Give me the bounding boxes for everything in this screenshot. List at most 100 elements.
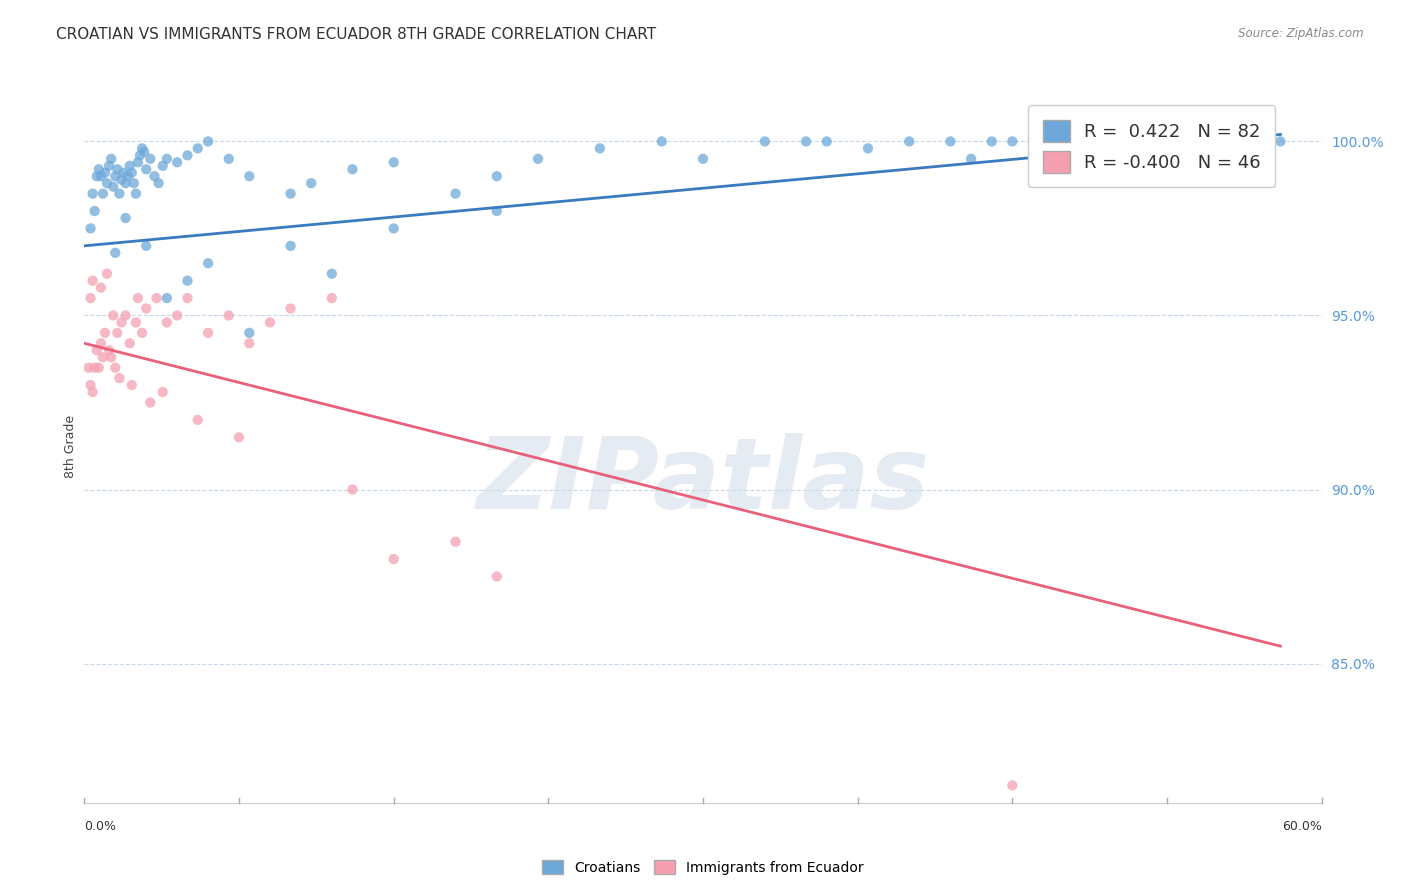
Point bbox=[114, 309, 136, 323]
Point bbox=[143, 169, 166, 184]
Point bbox=[1270, 135, 1292, 149]
Point bbox=[110, 315, 132, 329]
Point bbox=[118, 336, 141, 351]
Point bbox=[145, 291, 167, 305]
Point bbox=[321, 267, 343, 281]
Point bbox=[166, 155, 188, 169]
Point bbox=[342, 162, 364, 177]
Point bbox=[87, 162, 110, 177]
Point bbox=[77, 360, 100, 375]
Text: CROATIAN VS IMMIGRANTS FROM ECUADOR 8TH GRADE CORRELATION CHART: CROATIAN VS IMMIGRANTS FROM ECUADOR 8TH … bbox=[56, 27, 657, 42]
Point bbox=[197, 256, 219, 270]
Point bbox=[104, 245, 127, 260]
Point bbox=[238, 326, 260, 340]
Point bbox=[1063, 135, 1085, 149]
Point bbox=[86, 169, 108, 184]
Point bbox=[125, 315, 148, 329]
Point bbox=[444, 186, 467, 201]
Point bbox=[1084, 135, 1107, 149]
Point bbox=[382, 155, 405, 169]
Point bbox=[187, 413, 209, 427]
Text: 60.0%: 60.0% bbox=[1282, 821, 1322, 833]
Point bbox=[83, 360, 105, 375]
Point bbox=[135, 162, 157, 177]
Point bbox=[176, 148, 198, 162]
Point bbox=[280, 301, 302, 316]
Point bbox=[1146, 152, 1168, 166]
Point bbox=[1001, 778, 1024, 792]
Point bbox=[108, 186, 131, 201]
Point bbox=[485, 204, 508, 219]
Point bbox=[104, 169, 127, 184]
Point bbox=[382, 552, 405, 566]
Point bbox=[444, 534, 467, 549]
Point bbox=[485, 169, 508, 184]
Point bbox=[112, 166, 135, 180]
Point bbox=[382, 221, 405, 235]
Point bbox=[152, 159, 174, 173]
Point bbox=[148, 176, 170, 190]
Point bbox=[589, 141, 612, 155]
Point bbox=[960, 152, 983, 166]
Point bbox=[939, 135, 962, 149]
Point bbox=[1001, 135, 1024, 149]
Point bbox=[342, 483, 364, 497]
Point bbox=[131, 326, 153, 340]
Point bbox=[94, 326, 117, 340]
Point bbox=[692, 152, 714, 166]
Point bbox=[79, 221, 101, 235]
Point bbox=[117, 169, 139, 184]
Point bbox=[129, 148, 152, 162]
Point bbox=[166, 309, 188, 323]
Text: Source: ZipAtlas.com: Source: ZipAtlas.com bbox=[1239, 27, 1364, 40]
Point bbox=[1104, 135, 1126, 149]
Point bbox=[156, 291, 179, 305]
Point bbox=[187, 141, 209, 155]
Point bbox=[91, 350, 114, 364]
Y-axis label: 8th Grade: 8th Grade bbox=[65, 415, 77, 477]
Point bbox=[1022, 135, 1045, 149]
Point bbox=[1208, 135, 1230, 149]
Point bbox=[91, 186, 114, 201]
Point bbox=[152, 385, 174, 400]
Point bbox=[856, 141, 879, 155]
Point bbox=[118, 159, 141, 173]
Point bbox=[82, 385, 104, 400]
Point bbox=[79, 378, 101, 392]
Point bbox=[127, 291, 149, 305]
Point bbox=[280, 239, 302, 253]
Point bbox=[321, 291, 343, 305]
Point bbox=[114, 211, 136, 225]
Point bbox=[259, 315, 281, 329]
Point bbox=[86, 343, 108, 358]
Point bbox=[82, 274, 104, 288]
Point bbox=[485, 569, 508, 583]
Point bbox=[90, 280, 112, 294]
Legend: Croatians, Immigrants from Ecuador: Croatians, Immigrants from Ecuador bbox=[537, 855, 869, 880]
Point bbox=[898, 135, 921, 149]
Point bbox=[90, 336, 112, 351]
Point bbox=[105, 326, 128, 340]
Point bbox=[96, 267, 118, 281]
Point bbox=[218, 152, 240, 166]
Point bbox=[108, 371, 131, 385]
Legend: R =  0.422   N = 82, R = -0.400   N = 46: R = 0.422 N = 82, R = -0.400 N = 46 bbox=[1028, 105, 1275, 187]
Point bbox=[103, 309, 125, 323]
Point bbox=[299, 176, 322, 190]
Point bbox=[135, 239, 157, 253]
Point bbox=[1125, 135, 1147, 149]
Point bbox=[79, 291, 101, 305]
Point bbox=[1166, 141, 1188, 155]
Point bbox=[1042, 135, 1064, 149]
Point bbox=[131, 141, 153, 155]
Point bbox=[218, 309, 240, 323]
Point bbox=[134, 145, 156, 159]
Point bbox=[176, 274, 198, 288]
Point bbox=[105, 162, 128, 177]
Point bbox=[125, 186, 148, 201]
Point bbox=[110, 172, 132, 186]
Point bbox=[98, 343, 121, 358]
Point bbox=[228, 430, 250, 444]
Point bbox=[122, 176, 145, 190]
Point bbox=[754, 135, 776, 149]
